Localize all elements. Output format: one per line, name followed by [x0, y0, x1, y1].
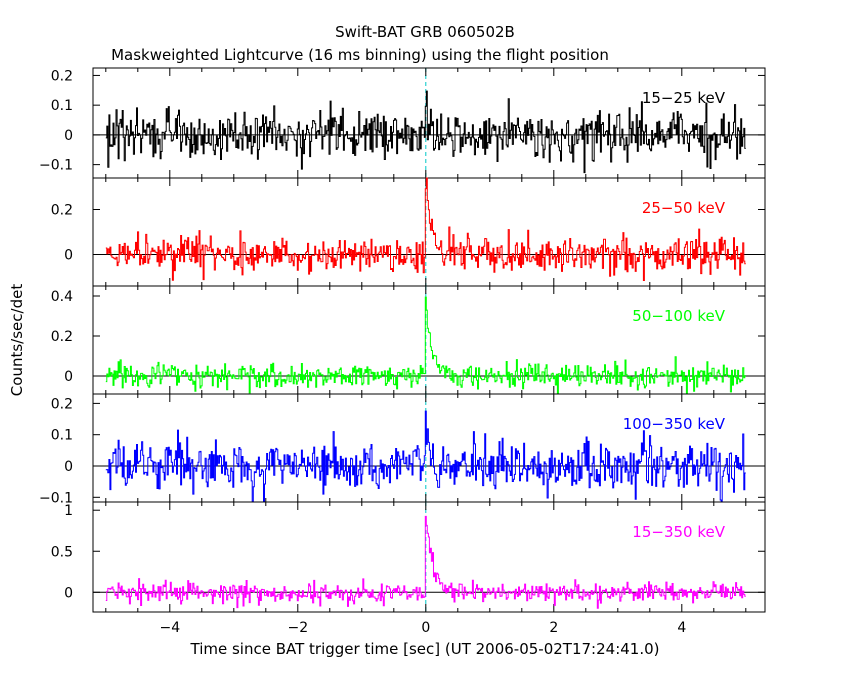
lightcurve-series-15-350-kev: [105, 515, 746, 609]
chart-subtitle: Maskweighted Lightcurve (16 ms binning) …: [111, 46, 609, 64]
lightcurve-series-25-50-kev: [105, 177, 746, 281]
lightcurve-series-15-25-kev: [105, 90, 746, 174]
panel-energy-label: 100−350 keV: [623, 415, 726, 433]
y-tick-label: 0: [64, 128, 73, 144]
panel-frame: [92, 285, 766, 395]
x-tick-label: −2: [287, 620, 308, 636]
y-tick-label: 0.2: [51, 203, 73, 219]
panel-energy-label: 15−25 keV: [642, 89, 726, 107]
y-tick-label: 0.2: [51, 396, 73, 412]
y-tick-label: 0: [64, 459, 73, 475]
x-tick-label: 4: [677, 620, 686, 636]
lightcurve-series-50-100-kev: [105, 296, 746, 394]
lightcurve-series-100-350-kev: [105, 410, 746, 503]
y-tick-label: 0.1: [51, 98, 73, 114]
panel-energy-label: 50−100 keV: [632, 307, 725, 325]
y-tick-label: 0: [64, 369, 73, 385]
panel-frame: [92, 67, 766, 179]
x-tick-label: 2: [549, 620, 558, 636]
y-tick-label: 0.2: [51, 68, 73, 84]
panels-group: −0.1 0 0.1 0.2 15−25 keV 0 0.2 25−50 keV 0 0.2 0.4…: [39, 67, 766, 636]
y-tick-label: 0.1: [51, 428, 73, 444]
y-tick-label: 1: [64, 503, 73, 519]
panel-energy-label: 15−350 keV: [632, 523, 725, 541]
y-tick-label: 0.4: [51, 289, 73, 305]
y-tick-label: 0: [64, 585, 73, 601]
chart-title: Swift-BAT GRB 060502B: [335, 23, 515, 41]
x-tick-label: −4: [159, 620, 180, 636]
y-axis-label: Counts/sec/det: [8, 284, 26, 397]
x-tick-label: 0: [421, 620, 430, 636]
x-axis-label: Time since BAT trigger time [sec] (UT 20…: [190, 640, 660, 658]
panel-frame: [92, 177, 766, 287]
y-tick-label: −0.1: [39, 158, 73, 174]
y-tick-label: 0: [64, 248, 73, 264]
panel-frame: [92, 501, 766, 613]
panel-energy-label: 25−50 keV: [642, 199, 726, 217]
y-tick-label: −0.1: [39, 490, 73, 506]
y-tick-label: 0.5: [51, 544, 73, 560]
y-tick-label: 0.2: [51, 329, 73, 345]
